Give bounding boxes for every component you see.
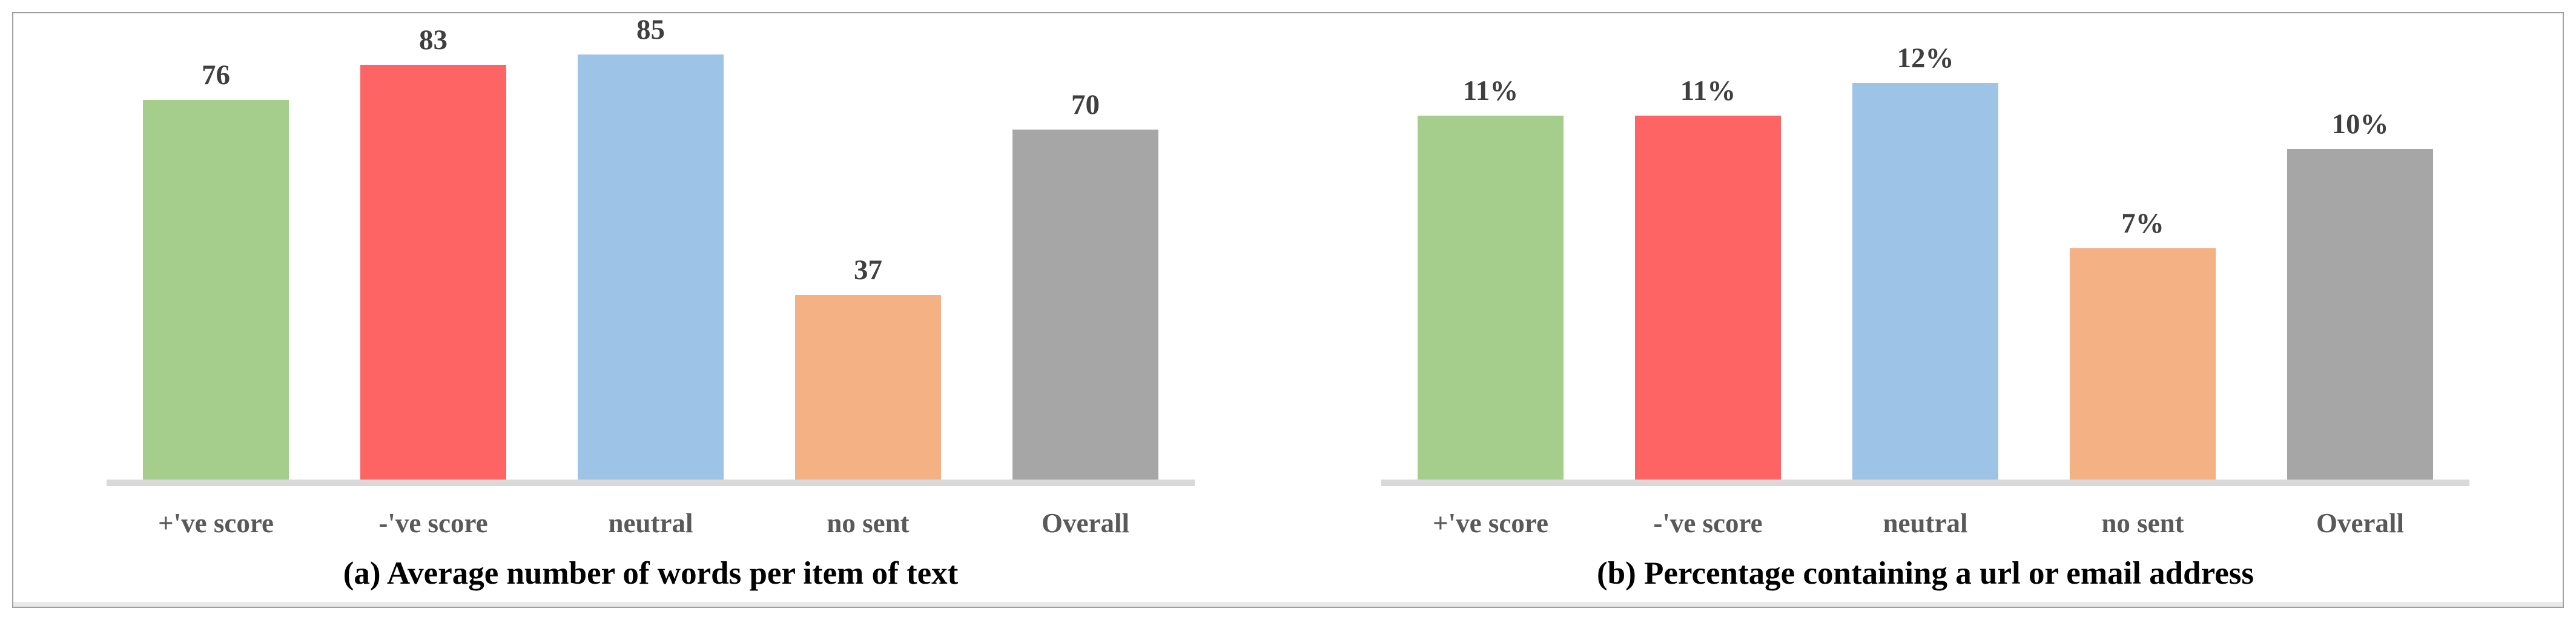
bars-area-a: 76 83 85 37 70 xyxy=(13,13,1288,480)
bar-value-label: 76 xyxy=(202,59,230,91)
bar-slot: 11% xyxy=(1418,76,1564,480)
bar xyxy=(360,65,506,480)
bar-slot: 85 xyxy=(578,15,724,480)
bar-slot: 11% xyxy=(1635,76,1781,480)
figure-border: 76 83 85 37 70 +'ve score -'ve score neutral no… xyxy=(12,12,2564,608)
bar-value-label: 11% xyxy=(1462,75,1519,107)
bar xyxy=(1635,116,1781,480)
bar-value-label: 12% xyxy=(1897,42,1954,74)
category-label: +'ve score xyxy=(158,508,274,538)
bar-value-label: 37 xyxy=(854,254,882,286)
chart-caption-b: (b) Percentage containing a url or email… xyxy=(1597,556,2254,591)
bar xyxy=(1012,130,1158,480)
category-label: -'ve score xyxy=(378,508,488,538)
bar-slot: 70 xyxy=(1012,90,1158,480)
bar-value-label: 70 xyxy=(1071,89,1100,121)
bar-value-label: 10% xyxy=(2331,108,2389,140)
bar-value-label: 83 xyxy=(419,24,447,56)
bar-slot: 76 xyxy=(143,60,289,480)
chart-panel-b: 11% 11% 12% 7% 10% +'ve score -'ve score neutr… xyxy=(1288,13,2563,607)
chart-panel-a: 76 83 85 37 70 +'ve score -'ve score neutral no… xyxy=(13,13,1288,607)
bar-slot: 83 xyxy=(360,25,506,480)
category-label: -'ve score xyxy=(1653,508,1763,538)
category-label: Overall xyxy=(1042,508,1129,538)
bar-value-label: 7% xyxy=(2121,208,2164,240)
category-label: no sent xyxy=(2101,508,2184,538)
bar-slot: 37 xyxy=(795,255,941,480)
x-axis-line-b xyxy=(1381,480,2469,486)
bars-area-b: 11% 11% 12% 7% 10% xyxy=(1288,13,2563,480)
bar-slot: 7% xyxy=(2070,208,2216,480)
bar xyxy=(578,54,724,480)
bar-slot: 10% xyxy=(2287,109,2433,480)
bar-slot: 12% xyxy=(1852,43,1998,480)
bottom-edge-strip xyxy=(13,602,2563,607)
category-labels-a: +'ve score -'ve score neutral no sent Overal… xyxy=(13,486,1288,539)
bar xyxy=(1852,83,1998,480)
category-label: neutral xyxy=(608,508,693,538)
bar xyxy=(2287,149,2433,480)
bar xyxy=(1418,116,1564,480)
category-label: Overall xyxy=(2316,508,2404,538)
category-label: +'ve score xyxy=(1433,508,1548,538)
bar xyxy=(795,295,941,480)
category-label: no sent xyxy=(827,508,910,538)
category-labels-b: +'ve score -'ve score neutral no sent Overal… xyxy=(1288,486,2563,539)
bar xyxy=(2070,248,2216,480)
chart-caption-a: (a) Average number of words per item of … xyxy=(343,556,959,591)
category-label: neutral xyxy=(1883,508,1968,538)
bar xyxy=(143,100,289,480)
x-axis-line-a xyxy=(107,480,1195,486)
bar-value-label: 85 xyxy=(636,14,665,46)
bar-value-label: 11% xyxy=(1680,75,1736,107)
